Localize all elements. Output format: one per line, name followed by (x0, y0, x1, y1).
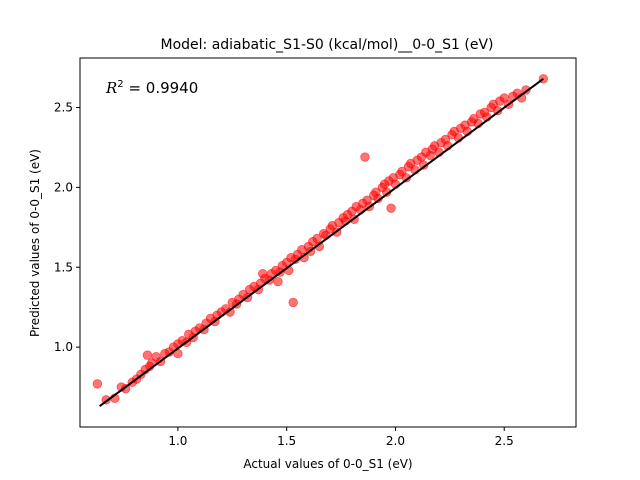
data-point (142, 350, 153, 360)
y-tick-label: 1.5 (54, 260, 73, 274)
plot-frame (79, 57, 577, 428)
y-axis-ticks: 1.0 1.5 2.0 2.5 (54, 101, 80, 354)
points-layer (92, 74, 549, 405)
y-tick-label: 2.5 (54, 101, 73, 115)
r-squared-superscript: 2 (117, 79, 123, 90)
chart-title: Model: adiabatic_S1-S0 (kcal/mol)__0-0_S… (161, 37, 494, 53)
r-squared-value: = 0.9940 (124, 79, 199, 97)
x-axis-label: Actual values of 0-0_S1 (eV) (243, 457, 412, 471)
y-axis-label: Predicted values of 0-0_S1 (eV) (28, 149, 42, 337)
x-tick-label: 1.0 (168, 434, 187, 448)
data-point (273, 276, 283, 287)
r-squared-annotation: R2 = 0.9940 (105, 79, 198, 97)
data-point (92, 379, 103, 389)
data-point (360, 152, 370, 162)
r-squared-symbol: R (105, 79, 117, 97)
x-tick-label: 2.5 (495, 434, 514, 448)
fit-line (98, 77, 544, 408)
y-tick-label: 2.0 (54, 180, 73, 194)
data-point (288, 297, 298, 308)
data-point (397, 166, 407, 177)
x-tick-label: 1.5 (277, 434, 296, 448)
x-tick-label: 2.0 (386, 434, 405, 448)
x-axis-ticks: 1.0 1.5 2.0 2.5 (168, 427, 514, 448)
fit-layer (98, 77, 544, 408)
y-tick-label: 1.0 (54, 340, 73, 354)
data-point (386, 203, 396, 213)
